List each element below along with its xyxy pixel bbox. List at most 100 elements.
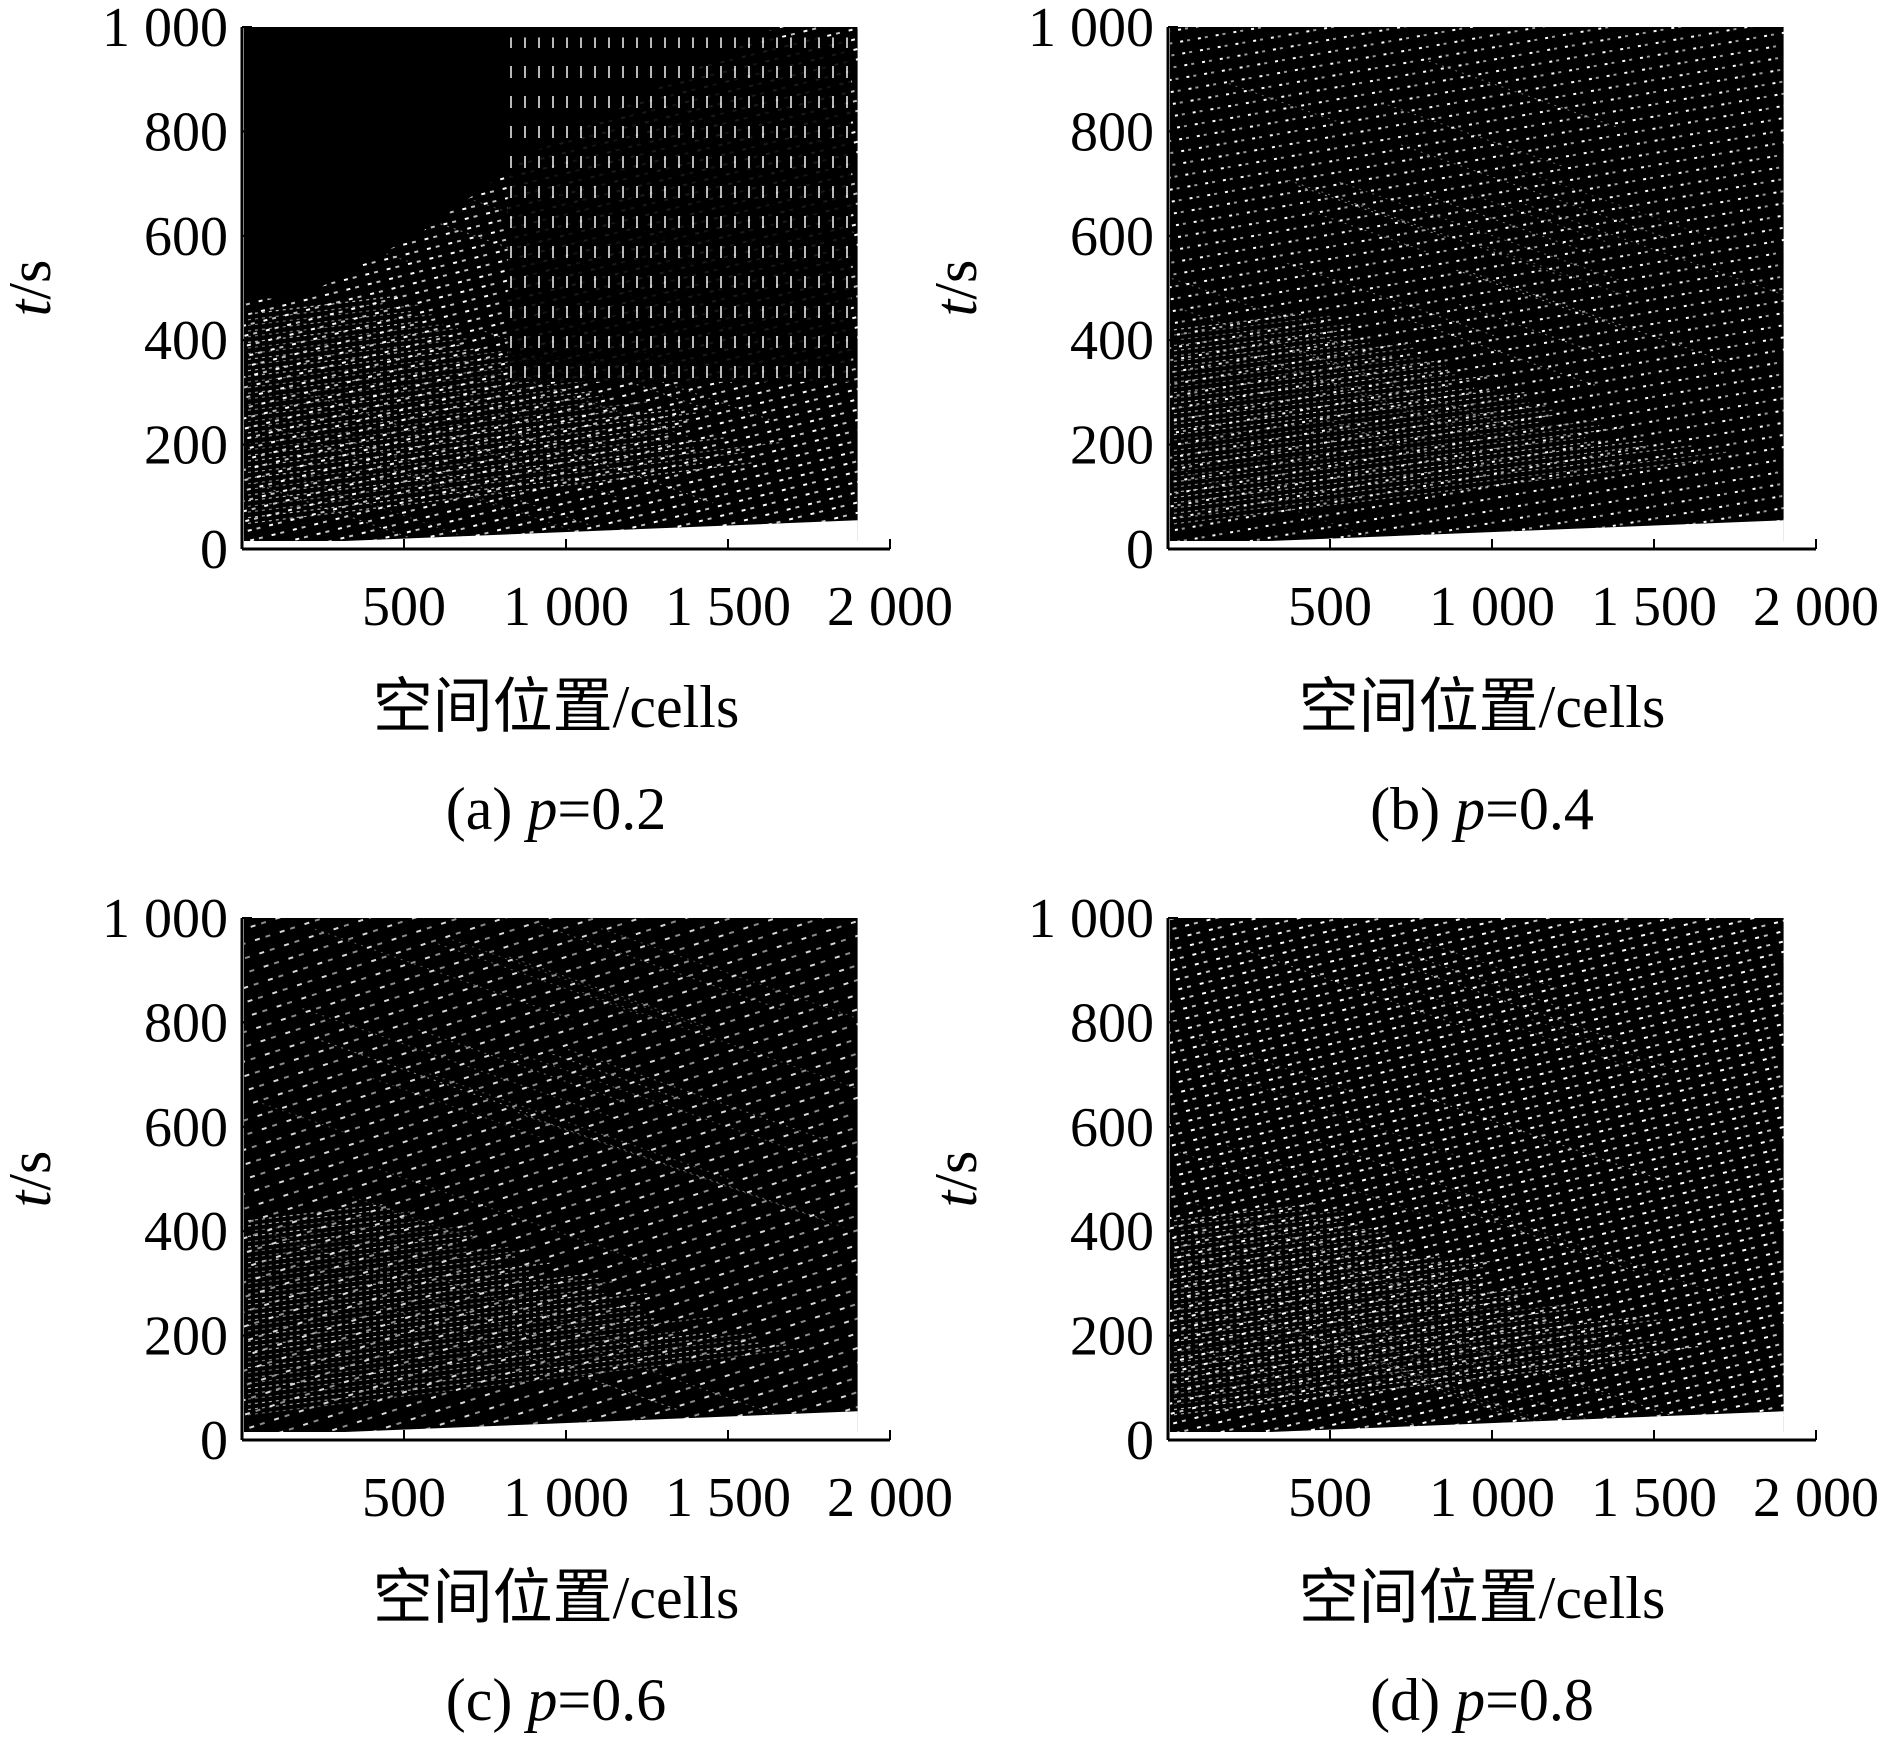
trajectory-band: [1173, 323, 1354, 347]
panel-caption: (c) p=0.6: [446, 1667, 666, 1733]
y-tick-label: 600: [1070, 206, 1154, 268]
trajectory-band: [1173, 328, 1355, 352]
trajectory-band: [247, 432, 671, 485]
trajectory-band: [1173, 419, 1598, 472]
y-tick-label: 400: [144, 310, 228, 372]
jam-wave: [1387, 104, 1564, 167]
trajectory-band: [247, 368, 544, 406]
trajectory-band: [247, 368, 595, 411]
jam-wave: [513, 1051, 825, 1162]
trajectory-band: [1173, 445, 1693, 509]
trajectory-band: [1173, 1209, 1309, 1227]
jam-wave: [1192, 1035, 1357, 1094]
jam-wave: [1171, 278, 1292, 321]
jam-wave: [378, 1168, 666, 1271]
trajectory-band: [247, 324, 444, 349]
jam-wave: [1189, 1201, 1470, 1301]
jam-wave: [1400, 144, 1671, 240]
trajectory-band: [247, 1316, 713, 1374]
jam-wave: [1456, 269, 1620, 328]
trajectory-band: [1173, 374, 1497, 415]
trajectory-band: [1173, 1220, 1347, 1243]
trajectory-band: [247, 1281, 615, 1327]
caption-var: p: [523, 1667, 557, 1733]
trajectory-band: [1173, 1275, 1454, 1311]
jam-wave: [517, 1112, 826, 1221]
empty-wedge: [1170, 1411, 1784, 1436]
trajectory-band: [247, 401, 598, 445]
panel-b: 0 200 400 600 800 1 000 500 1 000 1 500 2 000 t/s 空…: [923, 0, 1879, 842]
jam-wave: [1268, 1321, 1480, 1397]
trajectory-band: [247, 295, 399, 315]
y-tick-label: 800: [1070, 101, 1154, 163]
empty-wedge: [1170, 520, 1784, 545]
jam-wave: [1469, 1347, 1604, 1395]
x-axis-label: 空间位置/cells: [373, 1565, 740, 1631]
jam-wave: [348, 440, 589, 526]
x-tick-label: 500: [1288, 1467, 1372, 1529]
trajectory-band: [1173, 1304, 1518, 1348]
trajectory-band: [247, 1275, 527, 1311]
y-tick-label: 400: [1070, 1201, 1154, 1263]
trajectory-band: [247, 1330, 680, 1384]
jam-wave: [308, 393, 418, 433]
trajectory-band: [247, 410, 618, 457]
jam-wave: [441, 1279, 644, 1352]
trajectory-band: [247, 386, 583, 428]
trajectory-band: [1173, 459, 1703, 525]
jam-wave: [1477, 1209, 1726, 1297]
x-axis-label: 空间位置/cells: [1299, 1565, 1666, 1631]
trajectory-band: [1173, 437, 1586, 488]
trajectory-band: [1173, 1245, 1397, 1274]
vehicle-dashes: [507, 37, 852, 382]
jam-wave: [352, 1196, 475, 1240]
y-tick-label: 400: [144, 1201, 228, 1263]
jam-wave: [1335, 1351, 1564, 1432]
jam-wave: [395, 468, 623, 549]
trajectory-band: [247, 1332, 709, 1390]
trajectory-band: [247, 425, 683, 479]
trajectory-band: [1173, 1236, 1386, 1264]
trajectory-band: [247, 1277, 601, 1321]
trajectory-band: [1173, 1359, 1634, 1416]
trajectory-band: [1173, 1266, 1486, 1306]
x-tick-label: 500: [362, 1467, 446, 1529]
trajectory-band: [1173, 1254, 1413, 1285]
trajectory-band: [247, 1302, 611, 1348]
y-tick-label: 0: [200, 1410, 228, 1472]
y-axis-label-var: t: [923, 1189, 989, 1207]
trajectory-band: [1173, 1333, 1626, 1390]
jam-wave: [432, 1300, 538, 1338]
jam-wave: [1251, 951, 1467, 1029]
trajectory-band: [247, 1273, 589, 1316]
trajectory-band: [247, 1256, 517, 1290]
x-tick-label: 1 500: [665, 1467, 791, 1529]
trajectory-band: [247, 462, 754, 524]
trajectory-band: [1173, 1288, 1481, 1327]
jam-wave: [595, 358, 773, 422]
caption-var: p: [1451, 1667, 1485, 1733]
trajectory-band: [247, 1217, 405, 1238]
x-tick-label: 2 000: [827, 576, 953, 638]
y-tick-label: 600: [1070, 1097, 1154, 1159]
trajectory-band: [1173, 1330, 1612, 1384]
trajectory-band: [1173, 355, 1392, 383]
trajectory-band: [1173, 440, 1645, 499]
trajectory-band: [1173, 338, 1360, 362]
trajectory-band: [247, 408, 680, 462]
empty-wedge: [244, 520, 858, 545]
jam-wave: [1298, 185, 1446, 238]
jam-wave: [509, 956, 712, 1029]
trajectory-band: [1173, 369, 1450, 404]
trajectory-band: [1173, 1215, 1346, 1238]
trajectory-band: [247, 1249, 532, 1285]
x-tick-label: 2 000: [1753, 576, 1879, 638]
trajectory-band: [247, 303, 383, 321]
x-tick-label: 1 000: [1429, 576, 1555, 638]
trajectory-band: [247, 350, 505, 383]
trajectory-band: [1173, 334, 1352, 357]
trajectory-band: [1173, 414, 1555, 462]
panel-c: 0 200 400 600 800 1 000 500 1 000 1 500 2 000 t/s 空…: [0, 888, 953, 1733]
jam-wave: [525, 1115, 845, 1228]
trajectory-band: [247, 441, 783, 507]
